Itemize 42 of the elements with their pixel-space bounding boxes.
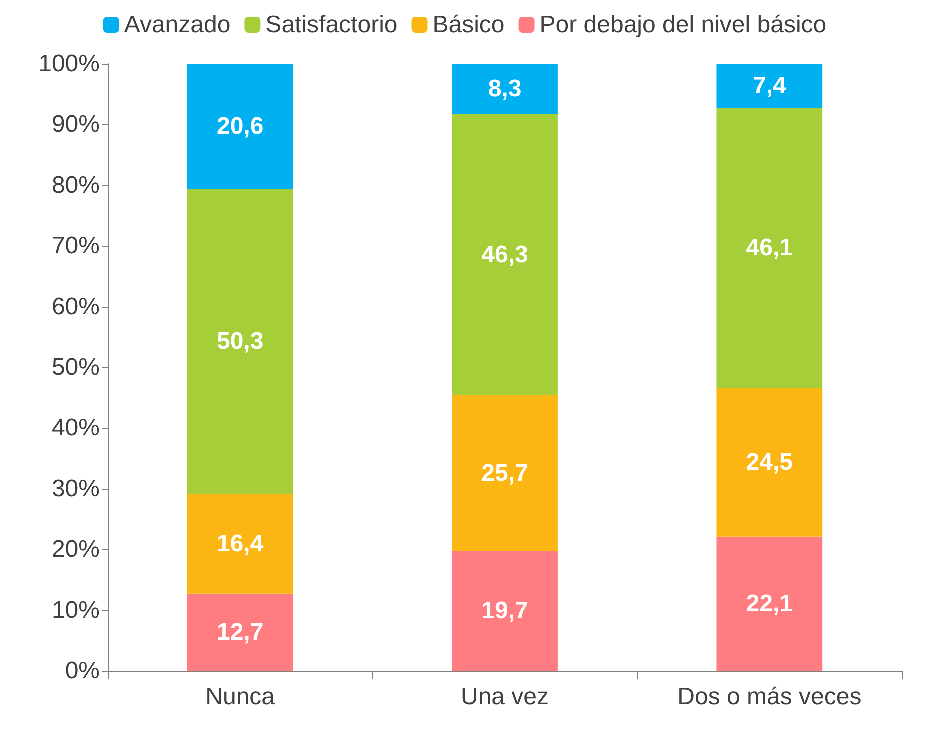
legend-label: Básico [432,12,505,38]
data-label: 46,1 [746,234,794,262]
data-label: 8,3 [488,76,522,103]
legend-label: Satisfactorio [266,12,398,38]
bar [716,388,823,537]
data-label: 20,6 [216,113,264,140]
data-label: 25,7 [482,460,528,487]
data-label: 50,3 [216,328,264,356]
y-tick-label: 100% [38,50,100,78]
data-label: 7,4 [752,72,787,100]
bar [452,551,558,671]
bar [452,395,558,552]
data-label: 46,3 [482,241,528,268]
x-tick-label: Una vez [460,684,550,710]
data-label: 19,7 [482,598,528,625]
y-tick-label: 10% [52,596,100,624]
y-tick-label: 90% [52,111,100,138]
y-tick-label: 0% [65,658,100,684]
bar [187,494,294,594]
y-tick-label: 50% [52,354,100,381]
legend-label: Avanzado [124,12,231,38]
bar [187,64,294,190]
bar [716,64,823,108]
x-tick-label: Nunca [206,684,276,710]
bar [452,64,558,114]
bar [452,114,558,396]
y-tick-label: 80% [52,172,100,199]
y-tick-label: 40% [52,414,100,442]
bar [716,108,823,388]
data-label: 16,4 [216,530,264,558]
data-label: 12,7 [216,618,264,646]
bar [187,594,294,671]
y-tick-label: 60% [52,293,100,320]
data-label: 22,1 [746,590,794,618]
bar [716,536,823,671]
y-tick-label: 30% [52,475,100,502]
legend-label: Por debajo del nivel básico [540,12,827,38]
data-label: 24,5 [746,448,794,476]
y-tick-label: 20% [52,536,100,564]
bar [187,189,294,494]
x-tick-label: Dos o más veces [678,684,862,710]
y-tick-label: 70% [52,232,100,260]
